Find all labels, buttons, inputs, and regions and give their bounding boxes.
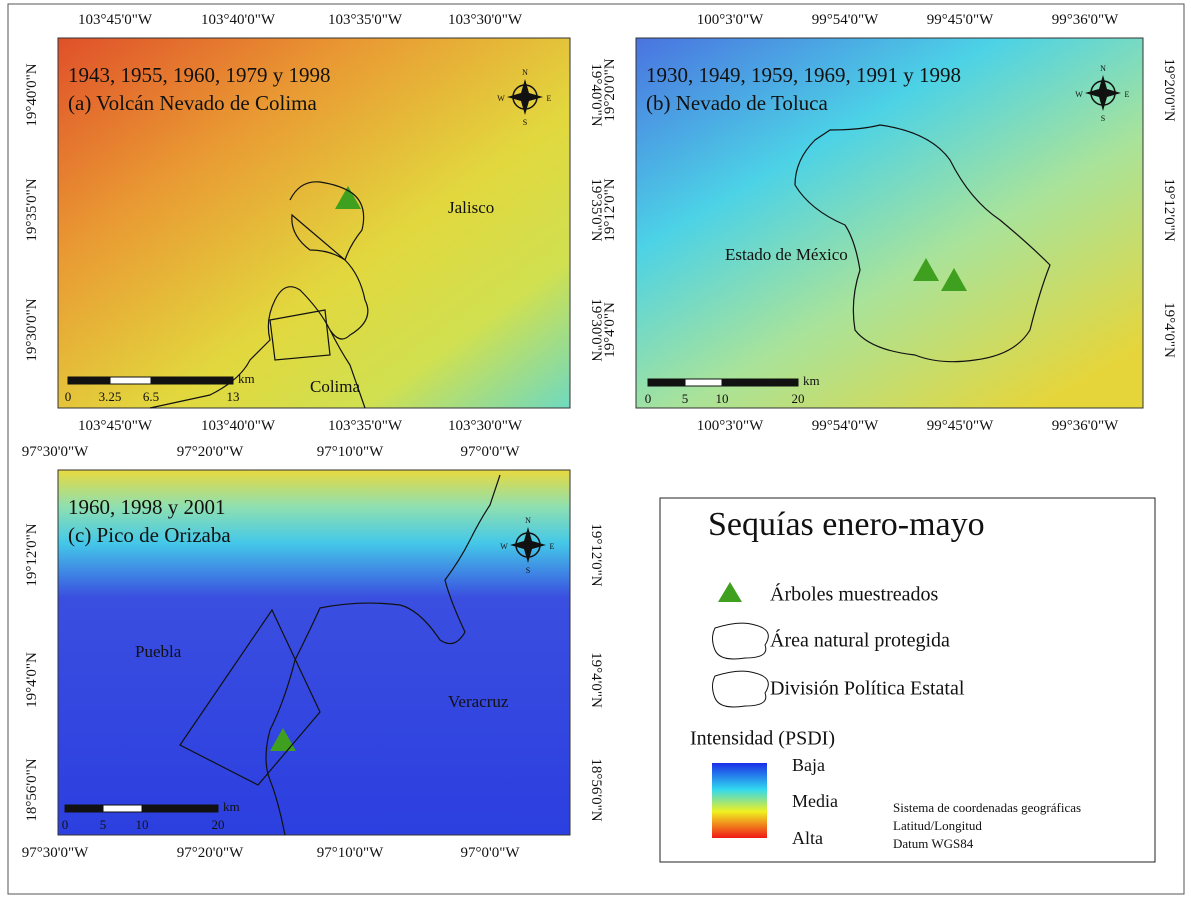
lon-label: 97°0'0"W xyxy=(461,444,521,460)
lon-label: 99°54'0"W xyxy=(812,418,879,434)
compass-letter: W xyxy=(1075,90,1083,99)
lon-label: 97°20'0"W xyxy=(177,444,244,460)
scale-label: 0 xyxy=(62,817,69,832)
lon-label: 97°10'0"W xyxy=(317,845,384,861)
legend-item: Área natural protegida xyxy=(770,629,950,652)
lon-label: 99°36'0"W xyxy=(1052,12,1119,28)
lon-label: 97°10'0"W xyxy=(317,444,384,460)
region-label: Veracruz xyxy=(448,692,509,711)
lon-label: 103°45'0"W xyxy=(78,418,153,434)
scale-segment xyxy=(65,805,103,812)
scale-label: 3.25 xyxy=(99,389,122,404)
lat-label: 19°4'0"N xyxy=(1161,302,1177,358)
scale-label: 20 xyxy=(212,817,225,832)
scale-segment xyxy=(103,805,142,812)
scale-segment xyxy=(151,377,233,384)
scale-label: 5 xyxy=(682,391,689,406)
lat-label: 18°56'0"N xyxy=(24,758,40,821)
scale-segment xyxy=(110,377,151,384)
scale-label: 0 xyxy=(65,389,72,404)
scale-unit: km xyxy=(223,799,240,814)
intensity-title: Intensidad (PSDI) xyxy=(690,728,835,750)
map-years: 1930, 1949, 1959, 1969, 1991 y 1998 xyxy=(646,63,961,87)
compass-letter: N xyxy=(522,68,528,77)
lat-label: 19°35'0"N xyxy=(24,178,40,241)
legend-item: Árboles muestreados xyxy=(770,583,939,606)
legend: Sequías enero-mayo Árboles muestreados Á… xyxy=(660,498,1155,862)
scale-label: 5 xyxy=(100,817,107,832)
ramp-label: Media xyxy=(792,791,838,811)
lon-label: 103°40'0"W xyxy=(201,12,276,28)
compass-letter: S xyxy=(1101,114,1105,123)
scale-label: 6.5 xyxy=(143,389,159,404)
lon-label: 99°45'0"W xyxy=(927,12,994,28)
ramp-label: Baja xyxy=(792,755,825,775)
compass-letter: W xyxy=(497,94,505,103)
scale-segment xyxy=(722,379,798,386)
lat-label: 19°30'0"N xyxy=(24,298,40,361)
lon-label: 103°45'0"W xyxy=(78,12,153,28)
crs-text: Sistema de coordenadas geográficas xyxy=(893,800,1081,815)
compass-letter: N xyxy=(525,516,531,525)
lat-label: 19°4'0"N xyxy=(602,302,618,358)
lat-label: 19°4'0"N xyxy=(588,652,604,708)
lon-label: 103°35'0"W xyxy=(328,12,403,28)
lat-label: 19°12'0"N xyxy=(602,178,618,241)
lat-label: 19°20'0"N xyxy=(602,58,618,121)
lon-label: 97°30'0"W xyxy=(22,845,89,861)
compass-letter: E xyxy=(1125,90,1130,99)
scale-label: 10 xyxy=(716,391,729,406)
lat-label: 19°20'0"N xyxy=(1161,58,1177,121)
legend-item: División Política Estatal xyxy=(770,678,965,700)
scale-label: 0 xyxy=(645,391,652,406)
map-label: (b) Nevado de Toluca xyxy=(646,91,829,115)
compass-letter: E xyxy=(550,542,555,551)
lon-label: 103°30'0"W xyxy=(448,12,523,28)
lat-label: 19°4'0"N xyxy=(24,652,40,708)
map-years: 1943, 1955, 1960, 1979 y 1998 xyxy=(68,63,331,87)
lon-label: 99°45'0"W xyxy=(927,418,994,434)
lon-label: 103°30'0"W xyxy=(448,418,523,434)
lon-label: 103°35'0"W xyxy=(328,418,403,434)
lat-label: 18°56'0"N xyxy=(588,758,604,821)
lon-label: 99°54'0"W xyxy=(812,12,879,28)
scale-label: 13 xyxy=(227,389,240,404)
color-ramp xyxy=(712,763,767,838)
map-label: (a) Volcán Nevado de Colima xyxy=(68,91,318,115)
scale-segment xyxy=(142,805,218,812)
lon-label: 100°3'0"W xyxy=(697,12,764,28)
compass-letter: S xyxy=(526,566,530,575)
scale-label: 10 xyxy=(136,817,149,832)
compass-letter: E xyxy=(547,94,552,103)
compass-letter: W xyxy=(500,542,508,551)
region-label: Estado de México xyxy=(725,245,848,264)
crs-text: Datum WGS84 xyxy=(893,836,974,851)
lon-label: 103°40'0"W xyxy=(201,418,276,434)
compass-letter: S xyxy=(523,118,527,127)
scale-label: 20 xyxy=(792,391,805,406)
scale-unit: km xyxy=(803,373,820,388)
scale-segment xyxy=(685,379,722,386)
lat-label: 19°12'0"N xyxy=(24,523,40,586)
lon-label: 97°0'0"W xyxy=(461,845,521,861)
map-years: 1960, 1998 y 2001 xyxy=(68,495,226,519)
compass-letter: N xyxy=(1100,64,1106,73)
lat-label: 19°12'0"N xyxy=(588,523,604,586)
lon-label: 100°3'0"W xyxy=(697,418,764,434)
lon-label: 97°30'0"W xyxy=(22,444,89,460)
crs-text: Latitud/Longitud xyxy=(893,818,982,833)
lon-label: 97°20'0"W xyxy=(177,845,244,861)
scale-segment xyxy=(68,377,110,384)
region-label: Colima xyxy=(310,377,361,396)
region-label: Puebla xyxy=(135,642,182,661)
figure: 103°45'0"W 103°45'0"W 103°40'0"W 103°40'0"W… xyxy=(0,0,1191,898)
scale-segment xyxy=(648,379,685,386)
legend-title: Sequías enero-mayo xyxy=(708,506,985,543)
lon-label: 99°36'0"W xyxy=(1052,418,1119,434)
ramp-label: Alta xyxy=(792,828,823,848)
lat-label: 19°12'0"N xyxy=(1161,178,1177,241)
map-label: (c) Pico de Orizaba xyxy=(68,523,231,547)
lat-label: 19°40'0"N xyxy=(24,63,40,126)
region-label: Jalisco xyxy=(448,198,494,217)
